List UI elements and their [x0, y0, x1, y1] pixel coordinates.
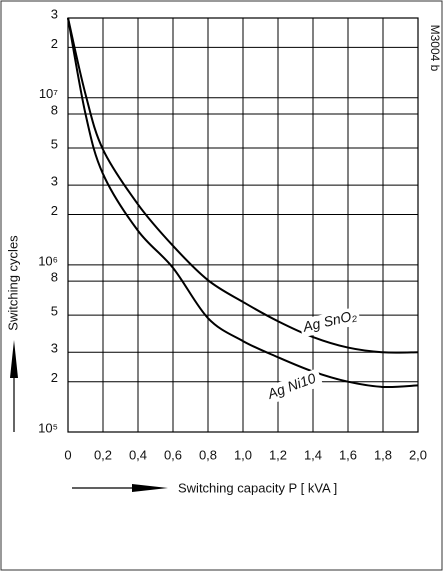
y-tick-label: 8: [51, 102, 58, 117]
y-tick-label: 2: [51, 203, 58, 218]
x-tick-label: 1,6: [339, 447, 357, 462]
x-tick-label: 1,0: [234, 447, 252, 462]
y-tick-label: 2: [51, 36, 58, 51]
y-arrow-head: [10, 340, 18, 378]
x-arrow-head: [132, 484, 168, 492]
y-tick-label: 10⁵: [38, 420, 58, 435]
label-backdrop: [260, 368, 324, 406]
x-tick-label: 1,2: [269, 447, 287, 462]
y-tick-label: 5: [51, 136, 58, 151]
x-tick-label: 0,2: [94, 447, 112, 462]
y-tick-label: 2: [51, 370, 58, 385]
figure-id: M3004 b: [428, 25, 442, 72]
series-label: Ag Ni10: [264, 370, 317, 402]
y-axis-label: Switching cycles: [5, 235, 20, 331]
x-tick-label: 2,0: [409, 447, 427, 462]
x-tick-label: 0,4: [129, 447, 147, 462]
x-tick-label: 0,8: [199, 447, 217, 462]
label-backdrop: [298, 306, 362, 338]
x-tick-label: 0: [64, 447, 71, 462]
series-line: [67, 17, 419, 389]
x-axis-label: Switching capacity P [ kVA ]: [178, 480, 337, 495]
y-tick-label: 3: [51, 174, 58, 189]
y-tick-label: 8: [51, 270, 58, 285]
y-tick-label: 5: [51, 304, 58, 319]
series-line: [67, 17, 419, 354]
plot-border: [67, 17, 419, 433]
y-tick-label: 3: [51, 341, 58, 356]
x-tick-label: 1,4: [304, 447, 322, 462]
x-tick-label: 1,8: [374, 447, 392, 462]
y-tick-label: 10⁶: [38, 253, 58, 268]
x-tick-label: 0,6: [164, 447, 182, 462]
y-tick-label: 3: [51, 6, 58, 21]
y-tick-label: 10⁷: [39, 86, 58, 101]
